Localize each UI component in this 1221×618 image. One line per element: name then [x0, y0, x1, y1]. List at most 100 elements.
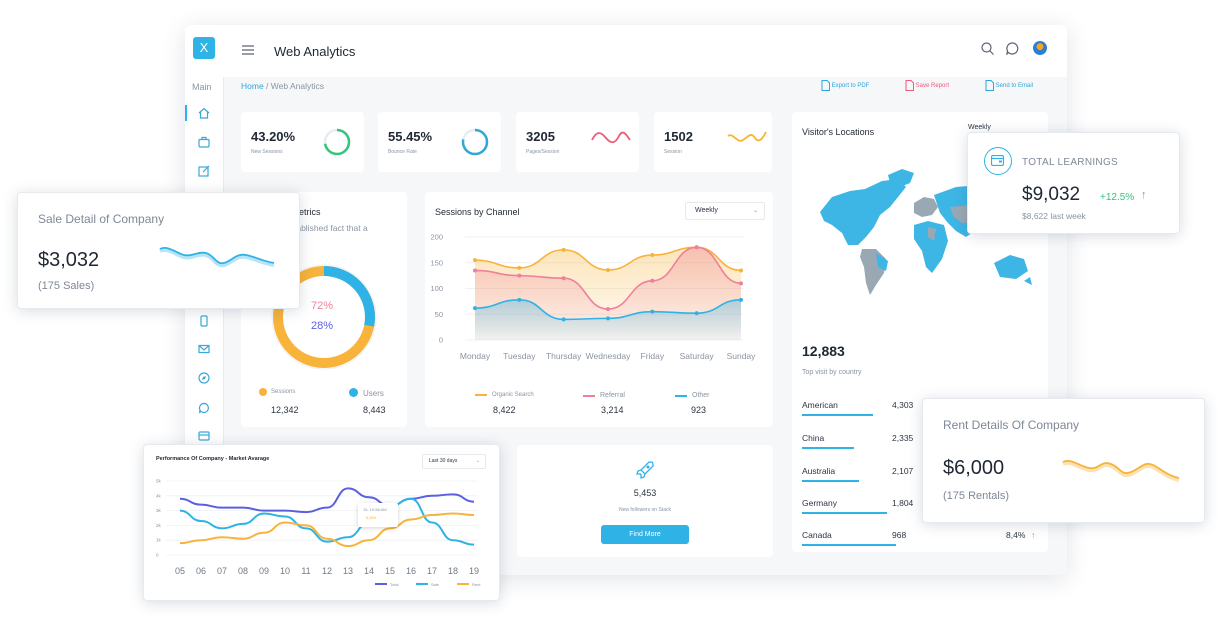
briefcase-icon[interactable]: [198, 136, 210, 148]
audience-title: etrics: [299, 207, 321, 217]
rent-sparkline: [1062, 460, 1180, 482]
country-value: 2,335: [892, 433, 914, 443]
chevron-down-icon: ⌄: [752, 208, 758, 214]
legend-line: [475, 394, 487, 396]
country-name: American: [802, 400, 838, 410]
save-report-button[interactable]: Save Report: [905, 80, 949, 91]
y-tick-label: 3k: [156, 508, 162, 513]
series-line: [179, 487, 475, 514]
messages-icon[interactable]: [1006, 42, 1019, 55]
data-point: [473, 258, 477, 263]
country-bar: [802, 544, 897, 546]
stat-sparkline: [591, 131, 631, 144]
legend-other-value: 923: [691, 405, 707, 415]
data-point: [650, 309, 655, 314]
stat-value: 1502: [664, 129, 693, 144]
learnings-amount: $9,032: [1022, 184, 1081, 205]
x-tick-label: 10: [280, 566, 290, 576]
x-tick-label: Sunday: [727, 351, 757, 361]
breadcrumb-home[interactable]: Home: [241, 81, 264, 91]
top-bar: Web Analytics: [223, 25, 1067, 77]
sessions-channel-card: Sessions by Channel Weekly ⌄ 0 50 100 150 20…: [425, 192, 773, 427]
sale-title: Sale Detail of Company: [38, 212, 165, 226]
chat-icon[interactable]: [198, 402, 210, 414]
data-point: [606, 307, 610, 312]
sidebar-section-label: Main: [192, 82, 212, 92]
x-tick-label: Monday: [460, 351, 491, 361]
legend-total: Total: [375, 582, 398, 587]
total-learnings-card: TOTAL LEARNINGS $9,032 +12.5% ↑ $8,622 l…: [967, 132, 1180, 234]
compass-icon[interactable]: [198, 372, 210, 384]
country-bar: [802, 512, 887, 514]
y-tick-label: 150: [430, 258, 443, 267]
stat-value: 43.20%: [251, 129, 296, 144]
card-icon[interactable]: [198, 430, 210, 442]
find-more-button[interactable]: Find More: [601, 525, 689, 544]
wallet-icon: [984, 147, 1012, 175]
stat-ring: [461, 128, 489, 156]
legend-sale: Sale: [416, 582, 439, 587]
legend-organic: Organic Search: [475, 392, 534, 398]
legend-rent: Rent: [457, 582, 480, 587]
x-tick-label: 07: [217, 566, 227, 576]
stat-card-new-sessions: 43.20% New Sessions: [241, 112, 364, 172]
legend-label: Sale: [431, 582, 440, 587]
pdf-icon: [821, 80, 830, 91]
y-tick-label: 4k: [156, 493, 162, 498]
y-tick-label: 50: [435, 310, 443, 319]
x-tick-label: 19: [469, 566, 479, 576]
edit-icon[interactable]: [198, 165, 210, 177]
stat-label: Session: [664, 149, 682, 155]
performance-period-dropdown[interactable]: Last 30 days ⌄: [422, 454, 486, 469]
arrow-up-icon: ↑: [1031, 530, 1036, 540]
dropdown-value: Weekly: [695, 207, 718, 214]
visitor-total: 12,883: [802, 343, 845, 359]
chart-tooltip: 15, 10:58 AM 6,400: [358, 503, 398, 527]
legend-referral-value: 3,214: [601, 405, 624, 415]
country-value: 968: [892, 530, 907, 540]
send-email-button[interactable]: Send to Email: [985, 80, 1033, 91]
data-point: [561, 247, 566, 252]
data-point: [650, 253, 655, 258]
sessions-title: Sessions by Channel: [435, 207, 520, 217]
email-icon: [985, 80, 994, 91]
dropdown-value: Last 30 days: [429, 458, 458, 464]
country-change: 8,4%: [1006, 530, 1026, 540]
mail-icon[interactable]: [198, 343, 210, 355]
country-name: Canada: [802, 530, 832, 540]
search-icon[interactable]: [981, 42, 994, 55]
stat-ring: [323, 128, 351, 156]
export-pdf-button[interactable]: Export to PDF: [821, 80, 869, 91]
country-row: American 4,303: [802, 400, 1038, 416]
followers-label: New followers on Stack: [619, 507, 671, 513]
country-row: China 2,335: [802, 433, 1038, 449]
country-bar: [802, 414, 873, 416]
legend-label: Referral: [600, 392, 625, 399]
sessions-period-dropdown[interactable]: Weekly ⌄: [685, 202, 765, 220]
performance-chart: 0 1k 2k 3k 4k 5k 05 06 07 08 09 10 11 12 13 14 15 16 17 18 1…: [156, 479, 479, 577]
data-point: [517, 297, 522, 302]
mobile-icon[interactable]: [198, 315, 210, 327]
data-point: [739, 268, 743, 273]
visitor-period-dropdown[interactable]: Weekly: [968, 124, 991, 131]
followers-count: 5,453: [633, 488, 657, 498]
legend-label: Organic Search: [492, 392, 534, 398]
avatar[interactable]: [1033, 41, 1047, 55]
breadcrumb-separator: /: [263, 81, 271, 91]
x-tick-label: 11: [301, 566, 310, 576]
sale-subtitle: (175 Sales): [38, 280, 95, 292]
legend-line: [675, 395, 687, 397]
legend-users-value: 8,443: [363, 405, 386, 415]
legend-dot: [349, 388, 358, 397]
x-tick-label: Friday: [641, 351, 665, 361]
menu-icon[interactable]: [242, 45, 254, 55]
app-logo[interactable]: X: [193, 37, 215, 59]
home-icon[interactable]: [198, 107, 210, 119]
x-tick-label: 14: [364, 566, 374, 576]
x-tick-label: 17: [427, 566, 437, 576]
data-point: [561, 317, 566, 322]
stat-label: Bounce Rate: [388, 149, 417, 155]
legend-line: [375, 583, 387, 585]
audience-donut: [271, 264, 377, 370]
x-tick-label: 16: [406, 566, 416, 576]
